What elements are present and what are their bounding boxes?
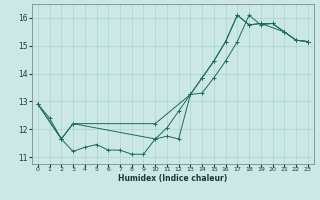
X-axis label: Humidex (Indice chaleur): Humidex (Indice chaleur) xyxy=(118,174,228,183)
